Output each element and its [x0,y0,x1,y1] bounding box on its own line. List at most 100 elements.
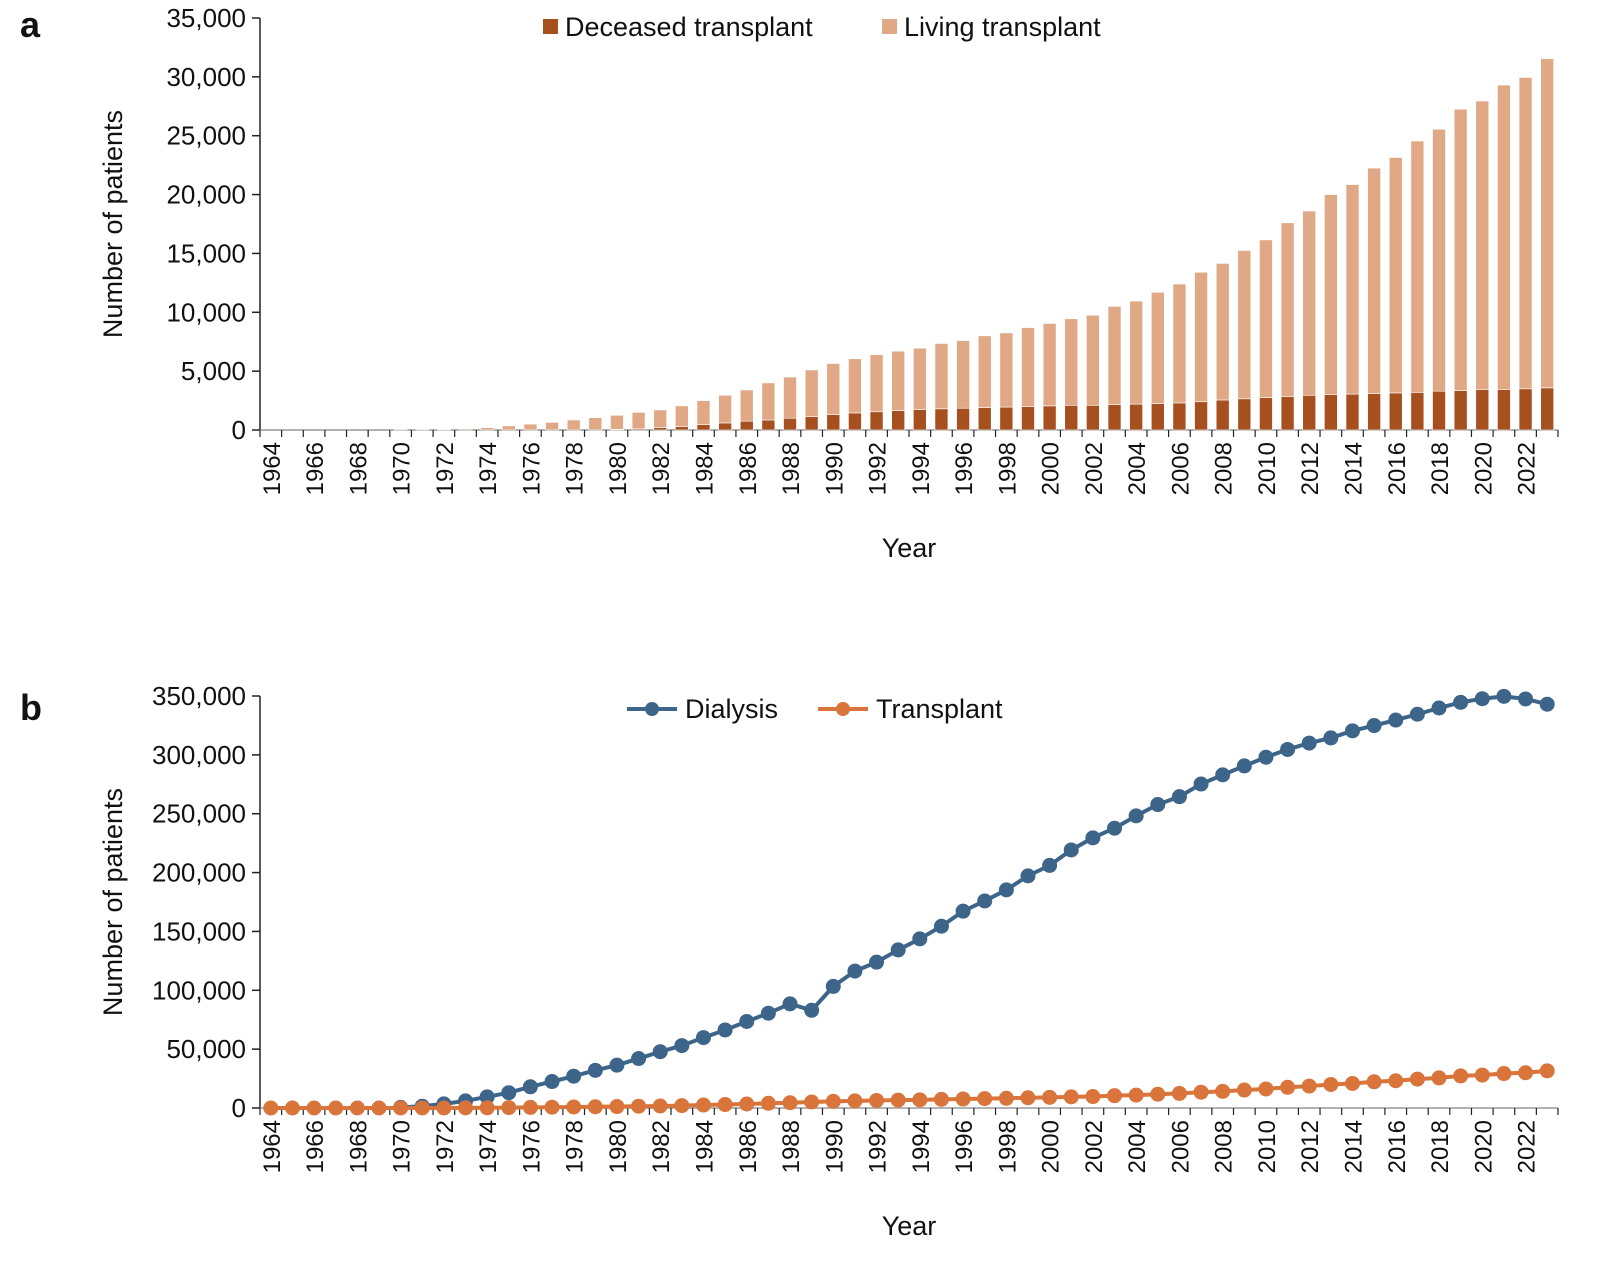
y-tick-label: 100,000 [152,975,246,1005]
point-transplant [501,1100,517,1116]
bar-living-transplant [1021,327,1035,407]
x-tick-label: 1964 [259,1120,286,1173]
x-tick-label: 2014 [1340,442,1367,495]
bar-living-transplant [566,419,581,431]
bar-living-transplant [718,394,732,424]
bar-living-transplant [1172,283,1187,404]
x-tick-label: 1980 [605,1120,632,1173]
bar-deceased-transplant [718,422,732,431]
bar-deceased-transplant [869,411,884,431]
point-dialysis [695,1030,711,1046]
x-tick-label: 2018 [1427,1120,1454,1173]
point-dialysis [1258,749,1274,765]
x-tick-label: 1986 [735,442,762,495]
point-dialysis [1344,723,1360,739]
bar-deceased-transplant [675,426,689,431]
x-tick-label: 2020 [1470,442,1497,495]
point-transplant [977,1091,993,1107]
bar-deceased-transplant [956,407,970,431]
bar-deceased-transplant [1064,404,1079,431]
point-transplant [479,1100,495,1116]
point-transplant [371,1100,387,1116]
point-dialysis [652,1044,668,1060]
bar-deceased-transplant [1172,402,1187,431]
point-transplant [1020,1090,1036,1106]
panel-label: a [20,4,41,45]
bar-deceased-transplant [1453,390,1468,431]
point-transplant [544,1099,560,1115]
bar-deceased-transplant [1215,399,1230,431]
point-transplant [717,1097,733,1113]
point-dialysis [804,1002,820,1018]
bar-living-transplant [826,363,841,415]
point-transplant [1453,1068,1469,1084]
point-dialysis [631,1051,647,1067]
x-tick-label: 2002 [1081,1120,1108,1173]
x-tick-label: 1976 [518,442,545,495]
point-transplant [349,1100,365,1116]
point-transplant [847,1093,863,1109]
x-tick-label: 2020 [1470,1120,1497,1173]
bar-living-transplant [1107,306,1122,405]
x-tick-label: 2010 [1254,1120,1281,1173]
bar-living-transplant [1042,323,1057,407]
x-tick-label: 1992 [865,1120,892,1173]
point-transplant [1085,1089,1101,1105]
point-transplant [1042,1089,1058,1105]
point-dialysis [1236,758,1252,774]
point-transplant [1366,1074,1382,1090]
legend-label: Living transplant [904,12,1101,42]
bar-living-transplant [437,429,451,431]
x-axis-title: Year [882,533,937,563]
point-transplant [695,1097,711,1113]
bar-living-transplant [696,400,711,426]
point-dialysis [1431,700,1447,716]
point-transplant [1539,1063,1555,1079]
bar-living-transplant [1432,128,1446,392]
x-tick-label: 1968 [345,442,372,495]
y-tick-label: 5,000 [181,356,246,386]
bar-living-transplant [1129,300,1143,405]
bar-living-transplant [1259,239,1273,398]
bar-deceased-transplant [891,410,905,431]
x-tick-label: 1972 [432,442,459,495]
x-tick-label: 1974 [475,442,502,495]
bar-deceased-transplant [1497,389,1511,431]
x-tick-label: 2006 [1167,442,1194,495]
bar-deceased-transplant [1129,403,1143,431]
bar-living-transplant [1453,108,1468,391]
point-dialysis [1085,830,1101,846]
point-dialysis [1388,712,1404,728]
bar-living-transplant [1280,222,1295,397]
x-tick-label: 2000 [1038,442,1065,495]
bar-deceased-transplant [1345,393,1360,431]
bar-living-transplant [458,428,473,431]
point-transplant [739,1096,755,1112]
x-tick-label: 2010 [1254,442,1281,495]
x-tick-label: 1980 [605,442,632,495]
legend-label: Transplant [876,694,1003,724]
y-tick-label: 0 [232,415,246,445]
legend-swatch [543,19,558,34]
point-dialysis [1280,741,1296,757]
point-dialysis [1215,767,1231,783]
x-tick-label: 1994 [908,1120,935,1173]
bar-living-transplant [1367,167,1381,394]
point-dialysis [566,1068,582,1084]
point-dialysis [847,963,863,979]
y-tick-label: 250,000 [152,799,246,829]
point-dialysis [544,1074,560,1090]
y-tick-label: 35,000 [166,3,246,33]
line-dialysis [400,694,1548,1110]
bar-living-transplant [1086,314,1100,406]
x-tick-label: 2000 [1038,1120,1065,1173]
bar-living-transplant [675,405,689,427]
point-transplant [1323,1076,1339,1092]
x-tick-label: 1996 [951,442,978,495]
point-transplant [587,1099,603,1115]
bar-deceased-transplant [1237,398,1252,431]
bar-living-transplant [913,347,927,410]
bar-living-transplant [523,423,538,431]
bar-deceased-transplant [1259,397,1273,431]
point-transplant [1301,1078,1317,1094]
